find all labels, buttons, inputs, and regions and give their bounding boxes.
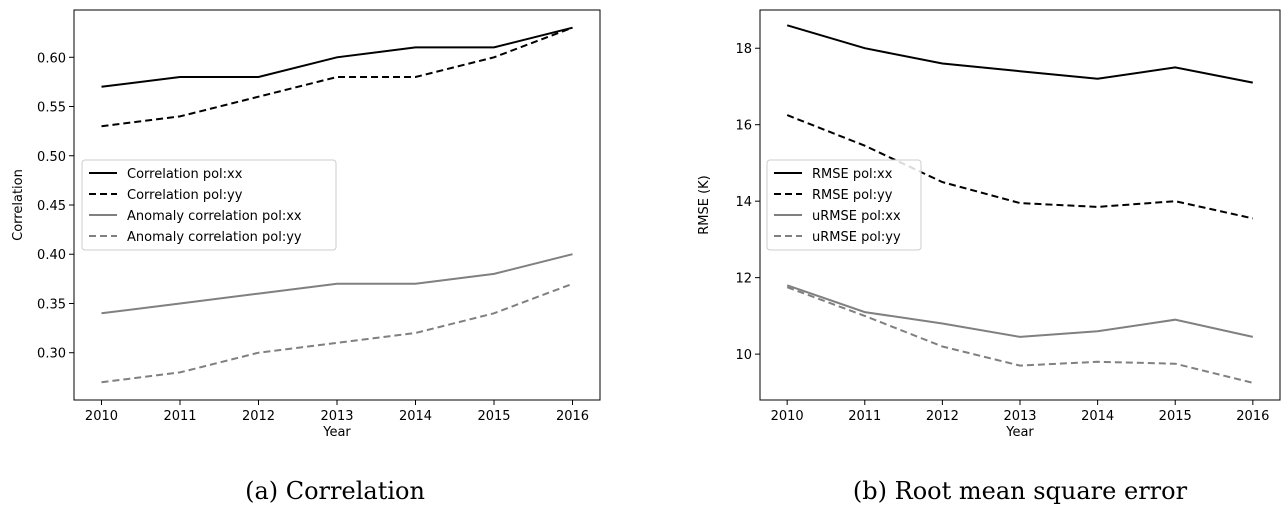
chart0-y-tick-label-6: 0.60 xyxy=(37,51,66,66)
chart0-x-tick-label-3: 2013 xyxy=(320,409,353,424)
chart0-series-line-2 xyxy=(101,253,573,315)
chart0-legend-label-1: Correlation pol:yy xyxy=(127,188,243,203)
rmse-panel: 2010 2011 2012 2013 2014 2015 2016 10 12 14 16 18 Ye… xyxy=(697,9,1281,440)
correlation-panel: 2010 2011 2012 2013 2014 2015 2016 0.30 0.35 0.40… xyxy=(11,9,601,440)
chart0-x-tick-label-4: 2014 xyxy=(399,409,432,424)
chart0-series-line-1 xyxy=(101,26,573,128)
chart0-legend-box xyxy=(81,159,337,251)
chart1-y-tick-label-0: 10 xyxy=(735,348,752,363)
chart0-series-line-0 xyxy=(101,26,573,88)
chart0-x-tick-label-6: 2016 xyxy=(556,409,589,424)
chart1-legend-label-3: uRMSE pol:yy xyxy=(812,230,901,245)
chart1-legend-label-1: RMSE pol:yy xyxy=(812,188,893,203)
chart1-x-tick-label-0: 2010 xyxy=(771,409,804,424)
caption-rmse: (b) Root mean square error xyxy=(853,477,1188,505)
chart1-legend: RMSE pol:xx RMSE pol:yy uRMSE pol:xx uRMSE … xyxy=(766,159,922,251)
chart0-legend: Correlation pol:xx Correlation pol:yy Anom… xyxy=(81,159,337,251)
chart0-x-tick-label-5: 2015 xyxy=(477,409,510,424)
chart1-x-tick-label-2: 2012 xyxy=(926,409,959,424)
chart1-x-tick-label-5: 2015 xyxy=(1159,409,1192,424)
chart1-legend-label-2: uRMSE pol:xx xyxy=(812,209,901,224)
caption-correlation: (a) Correlation xyxy=(245,477,425,505)
chart0-y-tick-label-5: 0.55 xyxy=(37,101,66,116)
chart0-y-tick-label-1: 0.35 xyxy=(37,297,66,312)
chart1-series-line-3 xyxy=(786,286,1254,384)
chart1-series-line-1 xyxy=(786,114,1254,220)
chart1-series-line-0 xyxy=(786,24,1253,84)
chart1-x-tick-label-6: 2016 xyxy=(1236,409,1269,424)
chart1-y-tick-label-4: 18 xyxy=(735,42,752,57)
chart0-x-tick-label-1: 2011 xyxy=(163,409,196,424)
chart1-series-line-2 xyxy=(786,284,1254,338)
chart1-y-axis-label: RMSE (K) xyxy=(697,175,712,235)
chart1-y-tick-label-1: 12 xyxy=(735,272,752,287)
chart0-y-tick-label-3: 0.45 xyxy=(37,199,66,214)
chart0-y-tick-label-0: 0.30 xyxy=(37,347,66,362)
chart0-x-tick-label-2: 2012 xyxy=(242,409,275,424)
chart1-y-tick-label-2: 14 xyxy=(735,195,752,210)
chart0-y-axis-label: Correlation xyxy=(11,169,26,241)
chart1-x-tick-label-4: 2014 xyxy=(1081,409,1114,424)
chart0-x-tick-label-0: 2010 xyxy=(85,409,118,424)
chart0-legend-label-0: Correlation pol:xx xyxy=(127,167,243,182)
chart0-series-line-3 xyxy=(101,282,573,384)
chart0-y-tick-label-2: 0.40 xyxy=(37,248,66,263)
chart1-x-tick-label-1: 2011 xyxy=(848,409,881,424)
chart1-x-tick-label-3: 2013 xyxy=(1003,409,1036,424)
chart0-legend-label-2: Anomaly correlation pol:xx xyxy=(127,209,302,224)
chart0-x-axis-label: Year xyxy=(322,425,351,440)
chart0-legend-label-3: Anomaly correlation pol:yy xyxy=(127,230,302,245)
chart1-legend-box xyxy=(766,159,922,251)
chart1-x-axis-label: Year xyxy=(1005,425,1034,440)
chart0-y-tick-label-4: 0.50 xyxy=(37,150,66,165)
chart1-y-tick-label-3: 16 xyxy=(735,119,752,134)
chart1-legend-label-0: RMSE pol:xx xyxy=(812,167,893,182)
